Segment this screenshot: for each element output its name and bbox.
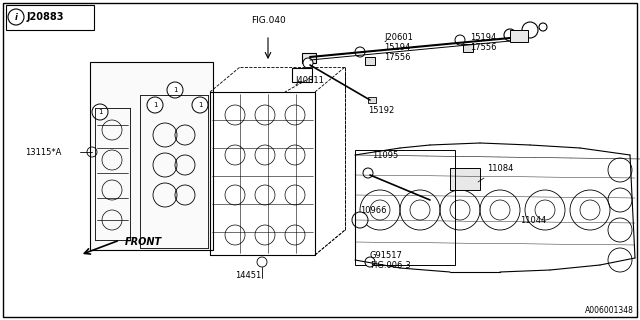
Text: FIG.040: FIG.040 [251,15,285,25]
Bar [355,150,455,265]
Text: 15194: 15194 [384,43,410,52]
Text: 17556: 17556 [470,43,497,52]
Bar [463,44,473,52]
Text: 1: 1 [98,109,102,115]
Text: i: i [15,12,17,21]
Text: 15192: 15192 [368,106,394,115]
Bar [368,97,376,103]
Circle shape [539,23,547,31]
Circle shape [363,168,373,178]
Circle shape [355,47,365,57]
Text: J40811: J40811 [295,76,324,84]
Text: 1: 1 [198,102,202,108]
Text: 11044: 11044 [520,215,547,225]
Circle shape [92,104,108,120]
Bar [450,168,480,190]
Text: J20601: J20601 [384,33,413,42]
Text: J20883: J20883 [27,12,65,22]
Text: 11084: 11084 [487,164,513,172]
Bar [90,62,213,250]
Circle shape [192,97,208,113]
Circle shape [167,82,183,98]
Text: 13115*A: 13115*A [25,148,61,156]
Text: A006001348: A006001348 [585,306,634,315]
Text: 17556: 17556 [384,52,410,61]
Bar [292,68,312,82]
Text: 1: 1 [153,102,157,108]
Bar [6,5,94,30]
Text: 15194: 15194 [470,33,496,42]
Circle shape [147,97,163,113]
Circle shape [257,257,267,267]
Bar [302,53,316,63]
Circle shape [352,212,368,228]
Bar [510,30,528,42]
Bar [365,57,375,65]
Circle shape [455,35,465,45]
Text: 14451: 14451 [235,270,261,279]
Text: G91517: G91517 [370,251,403,260]
Text: FRONT: FRONT [125,237,162,247]
Circle shape [504,29,516,41]
Text: FIG.006-3: FIG.006-3 [370,260,411,269]
Text: 10966: 10966 [360,205,387,214]
Text: 11095: 11095 [372,150,398,159]
Circle shape [303,58,313,68]
Text: 1: 1 [173,87,177,93]
Circle shape [365,257,375,267]
Circle shape [522,22,538,38]
